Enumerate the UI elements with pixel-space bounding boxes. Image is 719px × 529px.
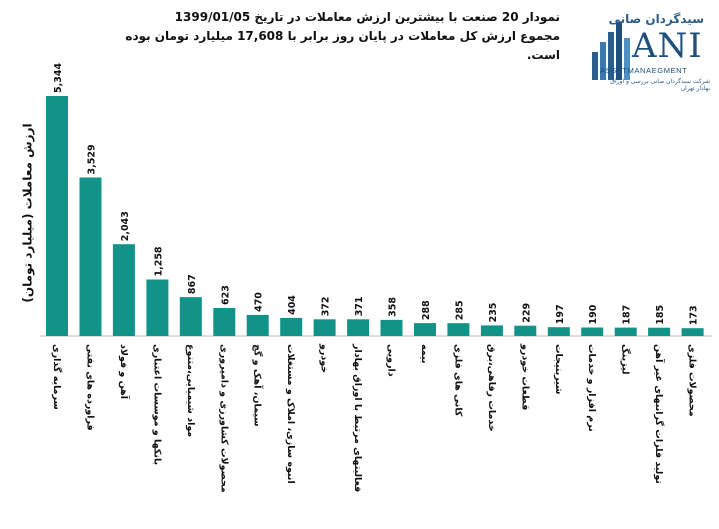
bar-value-label: 173: [689, 305, 700, 325]
x-tick-label: بیمه: [419, 344, 430, 364]
bar-value-label: 229: [521, 303, 532, 323]
company-logo: سیدگردان صانی ANI ASSETMANAEGMENT شرکت س…: [588, 8, 710, 98]
bar: [547, 327, 570, 336]
bar-value-label: 3,529: [87, 144, 98, 174]
bar-value-label: 404: [287, 295, 298, 315]
x-tick-label: تولید فلزات گرانبهای غیر آهن: [653, 344, 666, 484]
x-tick-label: کانی های فلزی: [452, 344, 463, 417]
bar-value-label: 185: [655, 305, 666, 325]
x-tick-label: آهن و فولاد: [118, 344, 131, 400]
logo-brand-sub: ASSETMANAEGMENT: [600, 66, 688, 75]
x-tick-label: قطعات خودرو: [519, 343, 530, 410]
bar-value-label: 867: [187, 274, 198, 294]
chart-subtitle: مجموع ارزش کل معاملات در پایان روز برابر…: [125, 29, 560, 62]
bar: [514, 325, 537, 336]
bar: [380, 319, 403, 336]
x-tick-label: بانکها و موسسات اعتباری: [151, 344, 162, 465]
logo-brand-en: ANI: [632, 26, 703, 66]
logo-bars-icon: [592, 22, 630, 80]
x-tick-label: خودرو: [319, 343, 330, 373]
bar-value-label: 2,043: [120, 211, 131, 241]
bar: [347, 319, 370, 336]
bar: [614, 327, 637, 336]
chart-title-block: نمودار 20 صنعت با بیشترین ارزش معاملات د…: [90, 8, 560, 65]
x-tick-label: محصولات فلزی: [687, 344, 698, 417]
bar-value-label: 288: [421, 300, 432, 320]
x-tick-label: انبوه سازی، املاک و مستغلات: [285, 344, 296, 484]
bar: [480, 325, 503, 336]
bar: [581, 327, 604, 336]
x-tick-label: سرمایه گذاری: [51, 344, 63, 410]
bar: [648, 327, 671, 336]
bar: [213, 308, 236, 336]
logo-brand-fa: سیدگردان صانی: [608, 12, 704, 26]
bar: [681, 328, 704, 336]
bar-value-label: 358: [388, 297, 399, 317]
x-tick-label: خدمات رفاهی،برق: [486, 344, 497, 432]
bar-value-label: 285: [454, 300, 465, 320]
bar: [447, 323, 470, 336]
bar: [280, 317, 303, 336]
bar-value-label: 1,258: [153, 246, 164, 276]
x-tick-label: محصولات کشاورزی و دامپروری: [218, 344, 229, 493]
bar: [46, 96, 68, 336]
bar-value-label: 470: [254, 292, 265, 312]
bar-value-label: 371: [354, 296, 365, 316]
bar: [313, 319, 336, 336]
bar: [79, 177, 102, 336]
bar-value-label: 197: [555, 304, 566, 324]
bar-value-label: 235: [488, 303, 499, 323]
y-axis-label: ارزش معاملات (میلیارد تومان): [21, 123, 36, 302]
x-tick-label: دارویی: [386, 344, 397, 377]
bar: [246, 314, 269, 336]
bar-value-label: 5,344: [53, 63, 64, 93]
x-tick-label: فعالیتهای مرتبط با اوراق بهادار: [352, 343, 363, 492]
bar-value-label: 372: [321, 296, 332, 316]
x-tick-label: شیرینیجات: [553, 344, 564, 394]
bar-value-label: 187: [622, 305, 633, 325]
bar: [112, 244, 135, 336]
x-tick-label: نرم افزار و خدمات: [586, 344, 597, 432]
bar: [146, 279, 169, 336]
bar-value-label: 190: [588, 304, 599, 324]
x-tick-label: فراورده های نفتی: [85, 344, 96, 431]
logo-tagline: شرکت سبدگردان صانی بررسی و اوراق بهادار …: [610, 78, 710, 92]
x-tick-label: مواد شیمیایی،متنوع: [185, 344, 196, 437]
x-tick-label: سیمان، آهک و گچ: [252, 344, 265, 427]
bar: [179, 297, 202, 336]
bar-value-label: 623: [220, 285, 231, 305]
chart-title: نمودار 20 صنعت با بیشترین ارزش معاملات د…: [174, 10, 560, 24]
bar: [414, 323, 436, 336]
x-tick-label: لیزینگ: [620, 344, 632, 375]
